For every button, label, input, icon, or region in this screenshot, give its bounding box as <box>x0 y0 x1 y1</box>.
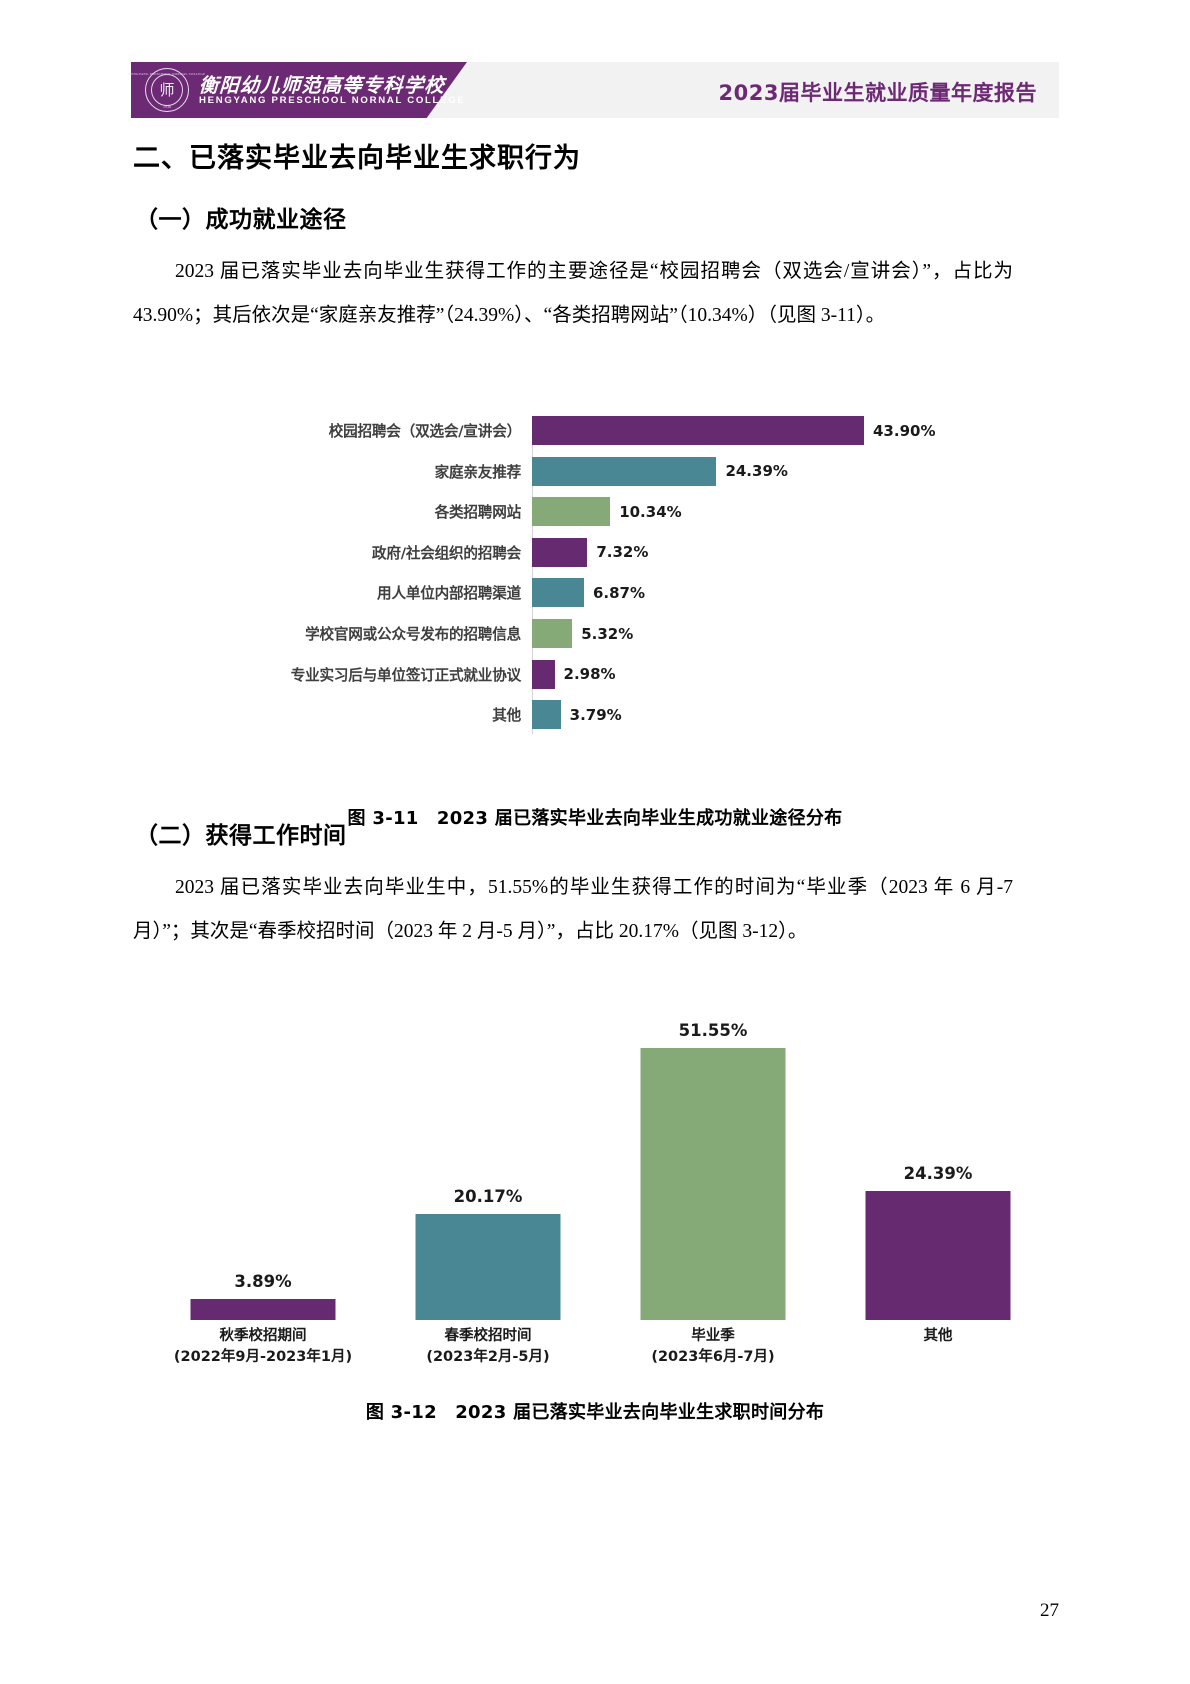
chart1-bar-row: 专业实习后与单位签订正式就业协议 2.98% <box>160 659 1040 689</box>
paragraph-2-text: 2023 届已落实毕业去向毕业生中，51.55%的毕业生获得工作的时间为“毕业季… <box>133 877 1013 942</box>
chart1-value-label: 7.32% <box>596 543 649 562</box>
chart2-tick-label: 秋季校招期间 (2022年9月-2023年1月) <box>153 1326 373 1368</box>
chart1-bar-row: 校园招聘会（双选会/宣讲会） 43.90% <box>160 416 1040 445</box>
chart1-value-label: 3.79% <box>569 705 622 724</box>
page-number: 27 <box>1040 1600 1059 1621</box>
figure-caption-3-11: 图 3-11 2023 届已落实毕业去向毕业生成功就业途径分布 <box>347 808 843 829</box>
chart2-value-label: 3.89% <box>234 1272 292 1292</box>
school-name-en: HENGYANG PRESCHOOL NORNAL COLLEGE <box>199 95 466 106</box>
figure-caption-3-12: 图 3-12 2023 届已落实毕业去向毕业生求职时间分布 <box>365 1402 825 1423</box>
chart1-bar <box>532 619 573 648</box>
chart1-bar-row: 学校官网或公众号发布的招聘信息 5.32% <box>160 619 1040 648</box>
chart1-value-label: 10.34% <box>619 502 682 521</box>
chart2-tick-line1: 秋季校招期间 <box>219 1328 307 1344</box>
chart1-bar <box>532 700 561 730</box>
chart1-category-label: 专业实习后与单位签订正式就业协议 <box>290 666 522 684</box>
page-header: HENGYANG PRESCHOOL NORMAL COLLEGE 师 1936… <box>129 62 1059 118</box>
paragraph-2: 2023 届已落实毕业去向毕业生中，51.55%的毕业生获得工作的时间为“毕业季… <box>133 866 1013 954</box>
chart2-tick-line2: (2023年2月-5月) <box>426 1349 550 1365</box>
chart-employment-channels: 校园招聘会（双选会/宣讲会） 43.90% 家庭亲友推荐 24.39% 各类招聘网站 10… <box>160 412 1040 742</box>
report-title: 2023届毕业生就业质量年度报告 <box>718 81 1037 105</box>
chart1-bar <box>532 537 588 567</box>
chart2-bar-column: 20.17% <box>397 1010 579 1320</box>
chart1-bar-row: 家庭亲友推荐 24.39% <box>160 456 1040 486</box>
chart1-axis-line <box>532 416 533 734</box>
chart1-bar <box>532 416 864 445</box>
chart2-tick-label: 其他 <box>828 1326 1048 1347</box>
chart2-tick-label: 毕业季 (2023年6月-7月) <box>603 1326 823 1368</box>
chart2-axis-labels: 秋季校招期间 (2022年9月-2023年1月) 春季校招时间 (2023年2月-5月… <box>150 1320 1050 1366</box>
chart1-bar-row: 其他 3.79% <box>160 700 1040 730</box>
chart2-bar <box>865 1191 1011 1320</box>
chart2-tick-line1: 春季校招时间 <box>444 1328 532 1344</box>
chart2-value-label: 20.17% <box>453 1186 523 1206</box>
chart1-value-label: 6.87% <box>592 583 645 602</box>
chart2-value-label: 51.55% <box>678 1021 748 1040</box>
school-seal-icon: HENGYANG PRESCHOOL NORMAL COLLEGE 师 1936 <box>129 68 205 112</box>
chart1-category-label: 学校官网或公众号发布的招聘信息 <box>305 626 521 643</box>
chart1-bar <box>532 456 717 486</box>
chart2-bar <box>190 1299 336 1320</box>
chart1-value-label: 5.32% <box>581 624 634 643</box>
chart2-bar-column: 24.39% <box>847 1010 1029 1320</box>
chart1-category-label: 其他 <box>492 707 521 725</box>
chart1-category-label: 政府/社会组织的招聘会 <box>371 544 521 562</box>
chart2-tick-line2: (2022年9月-2023年1月) <box>173 1349 353 1365</box>
subsection-heading-1: （一）成功就业途径 <box>135 207 347 233</box>
chart1-category-label: 各类招聘网站 <box>434 504 522 522</box>
seal-year: 1936 <box>163 104 171 109</box>
chart2-tick-line1: 毕业季 <box>691 1328 735 1344</box>
chart1-bar-row: 用人单位内部招聘渠道 6.87% <box>160 578 1040 608</box>
chart1-value-label: 43.90% <box>873 421 936 440</box>
chart1-bar-row: 政府/社会组织的招聘会 7.32% <box>160 537 1040 567</box>
chart1-bar <box>532 659 555 689</box>
paragraph-1: 2023 届已落实毕业去向毕业生获得工作的主要途径是“校园招聘会（双选会/宣讲会… <box>133 250 1013 338</box>
seal-glyph: 师 <box>159 80 175 99</box>
chart1-bar <box>532 497 611 527</box>
chart2-tick-line2: (2023年6月-7月) <box>651 1349 775 1365</box>
chart2-tick-line1: 其他 <box>923 1328 953 1344</box>
chart1-value-label: 24.39% <box>725 462 788 481</box>
section-heading: 二、已落实毕业去向毕业生求职行为 <box>133 143 581 174</box>
chart1-category-label: 家庭亲友推荐 <box>434 463 522 481</box>
chart1-category-label: 用人单位内部招聘渠道 <box>377 585 521 603</box>
chart1-category-label: 校园招聘会（双选会/宣讲会） <box>328 423 521 440</box>
chart2-bar <box>640 1048 786 1320</box>
chart1-value-label: 2.98% <box>563 665 616 684</box>
chart2-value-label: 24.39% <box>903 1164 973 1184</box>
chart2-plot-area: 3.89% 20.17% 51.55% 24.39% <box>150 1010 1050 1320</box>
seal-arc-text: HENGYANG PRESCHOOL NORMAL COLLEGE <box>128 72 206 76</box>
subsection-heading-2: （二）获得工作时间 <box>135 823 347 849</box>
chart-job-search-timing: 3.89% 20.17% 51.55% 24.39% 秋季校招期间 (2022年9月-2… <box>150 1010 1050 1365</box>
chart2-bar <box>415 1213 561 1320</box>
chart1-bar-row: 各类招聘网站 10.34% <box>160 497 1040 527</box>
chart2-tick-label: 春季校招时间 (2023年2月-5月) <box>378 1326 598 1368</box>
chart1-bar <box>532 578 584 608</box>
chart2-bar-column: 51.55% <box>622 1010 804 1320</box>
chart2-bar-column: 3.89% <box>172 1010 354 1320</box>
school-name-cn: 衡阳幼儿师范高等专科学校 <box>198 74 446 97</box>
paragraph-1-text: 2023 届已落实毕业去向毕业生获得工作的主要途径是“校园招聘会（双选会/宣讲会… <box>133 261 1013 326</box>
